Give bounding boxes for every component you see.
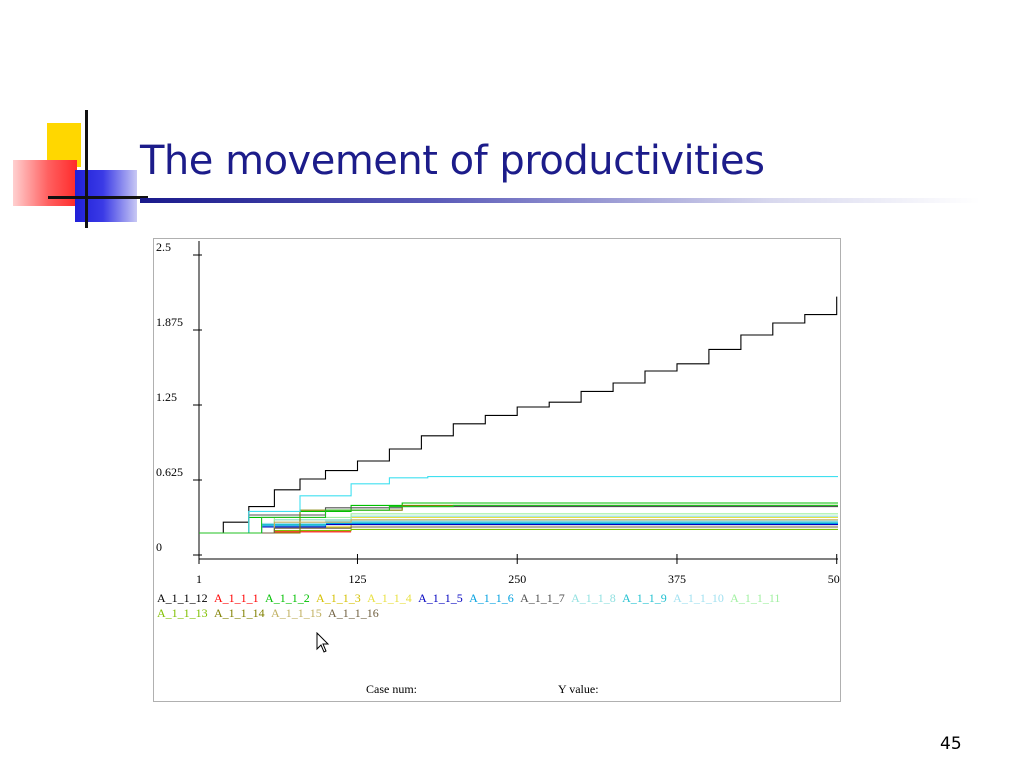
decor-red-square <box>13 160 77 206</box>
line-chart: 0 0.625 1.25 1.875 2.5 1 125 250 375 500 <box>156 240 840 586</box>
y-tick-label: 2.5 <box>156 240 171 254</box>
decor-horizontal-line <box>48 196 148 199</box>
title-underline <box>140 198 980 203</box>
legend-item-a-1-1-3: A_1_1_3 <box>316 591 361 605</box>
series-line-unlabeled-16 <box>199 476 838 534</box>
y-value-label: Y value: <box>558 682 599 696</box>
decor-yellow-square <box>47 123 81 167</box>
x-tick-label: 250 <box>508 572 526 586</box>
y-tick-label: 0.625 <box>156 465 183 479</box>
legend-item-a-1-1-4: A_1_1_4 <box>367 591 412 605</box>
page-title: The movement of productivities <box>140 138 765 184</box>
y-tick-label: 0 <box>156 540 162 554</box>
legend-item-a-1-1-6: A_1_1_6 <box>469 591 514 605</box>
legend-item-a-1-1-15: A_1_1_15 <box>271 606 322 620</box>
x-tick-label: 375 <box>668 572 686 586</box>
chart-legend: A_1_1_12 A_1_1_1 A_1_1_2 A_1_1_3 A_1_1_4… <box>157 591 837 621</box>
legend-item-a-1-1-9: A_1_1_9 <box>622 591 667 605</box>
chart-panel[interactable]: 0 0.625 1.25 1.875 2.5 1 125 250 375 500 <box>153 238 841 702</box>
mouse-pointer-icon <box>316 632 330 653</box>
legend-item-a-1-1-14: A_1_1_14 <box>214 606 265 620</box>
x-tick-label: 125 <box>348 572 366 586</box>
legend-item-a-1-1-10: A_1_1_10 <box>673 591 724 605</box>
legend-item-a-1-1-2: A_1_1_2 <box>265 591 310 605</box>
legend-item-a-1-1-7: A_1_1_7 <box>520 591 565 605</box>
slide-number: 45 <box>940 734 962 754</box>
case-num-label: Case num: <box>366 682 417 696</box>
decor-vertical-line <box>85 110 88 228</box>
legend-item-a-1-1-5: A_1_1_5 <box>418 591 463 605</box>
legend-item-a-1-1-16: A_1_1_16 <box>328 606 379 620</box>
y-tick-label: 1.875 <box>156 315 183 329</box>
legend-item-a-1-1-12: A_1_1_12 <box>157 591 208 605</box>
x-tick-label: 1 <box>196 572 202 586</box>
legend-item-a-1-1-11: A_1_1_11 <box>730 591 781 605</box>
series-line-a-1-1-12 <box>199 296 838 534</box>
series-line-unlabeled-17 <box>199 504 838 534</box>
x-tick-label: 500 <box>828 572 840 586</box>
legend-item-a-1-1-8: A_1_1_8 <box>571 591 616 605</box>
legend-item-a-1-1-13: A_1_1_13 <box>157 606 208 620</box>
y-tick-label: 1.25 <box>156 390 177 404</box>
legend-item-a-1-1-1: A_1_1_1 <box>214 591 259 605</box>
